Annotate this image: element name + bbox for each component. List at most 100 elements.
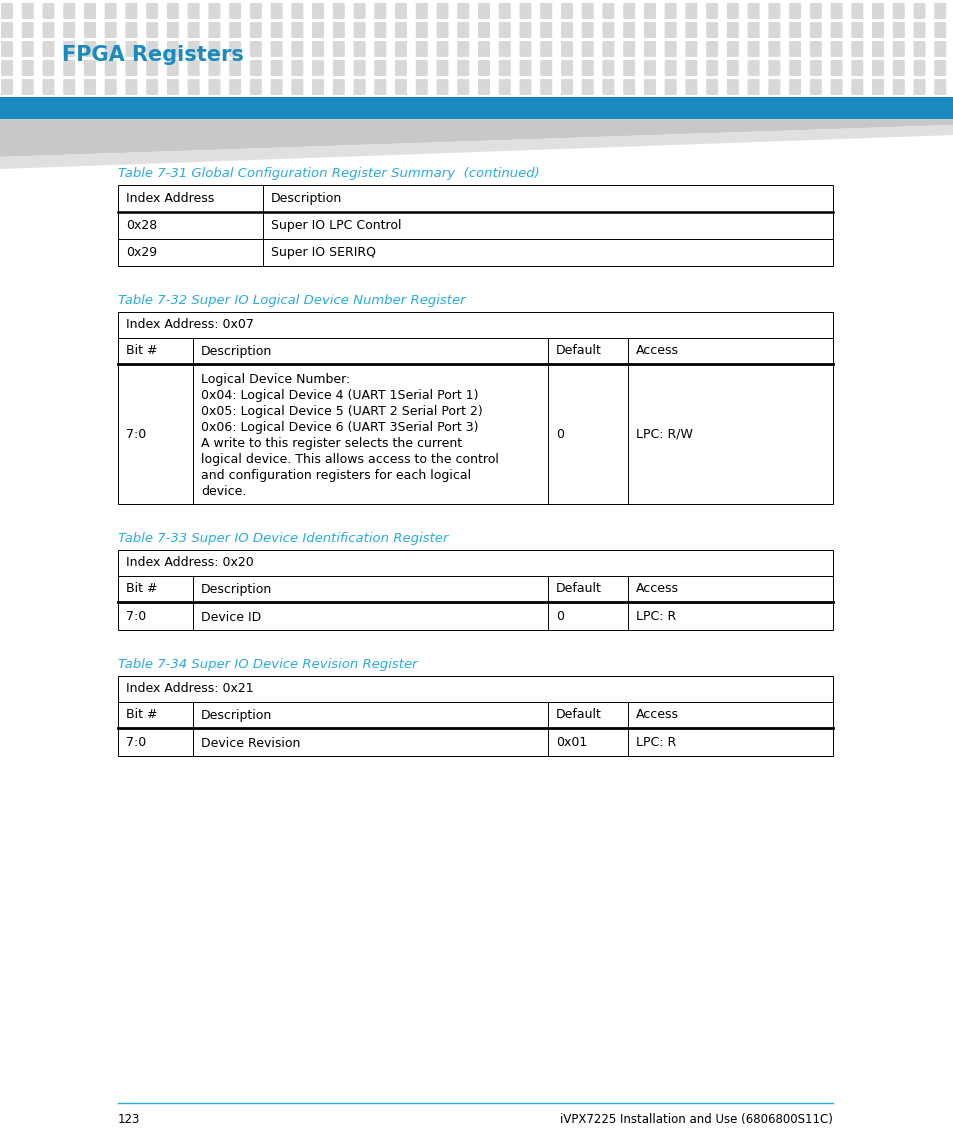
FancyBboxPatch shape bbox=[436, 79, 448, 95]
FancyBboxPatch shape bbox=[726, 3, 738, 19]
Bar bbox=[118, 676, 832, 756]
FancyBboxPatch shape bbox=[850, 22, 862, 38]
FancyBboxPatch shape bbox=[146, 79, 158, 95]
FancyBboxPatch shape bbox=[22, 41, 33, 57]
FancyBboxPatch shape bbox=[788, 22, 801, 38]
FancyBboxPatch shape bbox=[374, 22, 386, 38]
Text: 0: 0 bbox=[556, 609, 563, 623]
FancyBboxPatch shape bbox=[498, 3, 510, 19]
FancyBboxPatch shape bbox=[146, 22, 158, 38]
FancyBboxPatch shape bbox=[788, 3, 801, 19]
FancyBboxPatch shape bbox=[312, 3, 324, 19]
FancyBboxPatch shape bbox=[229, 3, 241, 19]
FancyBboxPatch shape bbox=[830, 41, 841, 57]
FancyBboxPatch shape bbox=[601, 3, 614, 19]
Text: Description: Description bbox=[201, 709, 272, 721]
FancyBboxPatch shape bbox=[705, 60, 718, 76]
Text: Index Address: 0x07: Index Address: 0x07 bbox=[126, 318, 253, 332]
FancyBboxPatch shape bbox=[560, 60, 573, 76]
FancyBboxPatch shape bbox=[125, 22, 137, 38]
FancyBboxPatch shape bbox=[291, 3, 303, 19]
Text: Description: Description bbox=[271, 192, 342, 205]
FancyBboxPatch shape bbox=[456, 22, 469, 38]
FancyBboxPatch shape bbox=[208, 22, 220, 38]
FancyBboxPatch shape bbox=[395, 60, 407, 76]
FancyBboxPatch shape bbox=[933, 79, 945, 95]
FancyBboxPatch shape bbox=[354, 60, 365, 76]
FancyBboxPatch shape bbox=[105, 41, 116, 57]
FancyBboxPatch shape bbox=[291, 41, 303, 57]
FancyBboxPatch shape bbox=[622, 22, 635, 38]
FancyBboxPatch shape bbox=[560, 22, 573, 38]
Text: 0x05: Logical Device 5 (UART 2 Serial Port 2): 0x05: Logical Device 5 (UART 2 Serial Po… bbox=[201, 405, 482, 418]
FancyBboxPatch shape bbox=[809, 60, 821, 76]
FancyBboxPatch shape bbox=[84, 22, 96, 38]
FancyBboxPatch shape bbox=[354, 79, 365, 95]
FancyBboxPatch shape bbox=[374, 79, 386, 95]
Text: 0x01: 0x01 bbox=[556, 735, 587, 749]
FancyBboxPatch shape bbox=[643, 79, 656, 95]
FancyBboxPatch shape bbox=[43, 22, 54, 38]
Text: iVPX7225 Installation and Use (6806800S11C): iVPX7225 Installation and Use (6806800S1… bbox=[559, 1113, 832, 1126]
FancyBboxPatch shape bbox=[705, 79, 718, 95]
FancyBboxPatch shape bbox=[84, 41, 96, 57]
Text: Access: Access bbox=[636, 709, 679, 721]
FancyBboxPatch shape bbox=[664, 60, 676, 76]
FancyBboxPatch shape bbox=[933, 60, 945, 76]
FancyBboxPatch shape bbox=[22, 22, 33, 38]
FancyBboxPatch shape bbox=[333, 41, 344, 57]
FancyBboxPatch shape bbox=[664, 41, 676, 57]
Text: 123: 123 bbox=[118, 1113, 140, 1126]
FancyBboxPatch shape bbox=[271, 79, 282, 95]
FancyBboxPatch shape bbox=[643, 41, 656, 57]
FancyBboxPatch shape bbox=[167, 22, 179, 38]
FancyBboxPatch shape bbox=[581, 22, 593, 38]
Polygon shape bbox=[0, 119, 953, 157]
FancyBboxPatch shape bbox=[913, 22, 924, 38]
FancyBboxPatch shape bbox=[333, 60, 344, 76]
FancyBboxPatch shape bbox=[333, 22, 344, 38]
FancyBboxPatch shape bbox=[22, 60, 33, 76]
FancyBboxPatch shape bbox=[767, 3, 780, 19]
FancyBboxPatch shape bbox=[354, 41, 365, 57]
FancyBboxPatch shape bbox=[395, 79, 407, 95]
FancyBboxPatch shape bbox=[788, 41, 801, 57]
FancyBboxPatch shape bbox=[188, 41, 199, 57]
FancyBboxPatch shape bbox=[63, 79, 75, 95]
FancyBboxPatch shape bbox=[167, 3, 179, 19]
FancyBboxPatch shape bbox=[125, 60, 137, 76]
FancyBboxPatch shape bbox=[684, 60, 697, 76]
FancyBboxPatch shape bbox=[208, 41, 220, 57]
FancyBboxPatch shape bbox=[871, 22, 883, 38]
Text: LPC: R: LPC: R bbox=[636, 735, 676, 749]
FancyBboxPatch shape bbox=[84, 60, 96, 76]
FancyBboxPatch shape bbox=[933, 41, 945, 57]
FancyBboxPatch shape bbox=[892, 22, 903, 38]
FancyBboxPatch shape bbox=[436, 60, 448, 76]
Text: 0x29: 0x29 bbox=[126, 246, 157, 259]
Text: 0x06: Logical Device 6 (UART 3Serial Port 3): 0x06: Logical Device 6 (UART 3Serial Por… bbox=[201, 421, 478, 434]
FancyBboxPatch shape bbox=[22, 79, 33, 95]
FancyBboxPatch shape bbox=[250, 79, 261, 95]
Text: Device ID: Device ID bbox=[201, 611, 261, 624]
FancyBboxPatch shape bbox=[416, 3, 427, 19]
FancyBboxPatch shape bbox=[726, 41, 738, 57]
FancyBboxPatch shape bbox=[519, 22, 531, 38]
FancyBboxPatch shape bbox=[229, 22, 241, 38]
Text: and configuration registers for each logical: and configuration registers for each log… bbox=[201, 469, 471, 482]
FancyBboxPatch shape bbox=[809, 22, 821, 38]
Text: Description: Description bbox=[201, 345, 272, 357]
FancyBboxPatch shape bbox=[188, 3, 199, 19]
FancyBboxPatch shape bbox=[726, 22, 738, 38]
FancyBboxPatch shape bbox=[125, 3, 137, 19]
FancyBboxPatch shape bbox=[1, 22, 13, 38]
Text: Bit #: Bit # bbox=[126, 709, 157, 721]
FancyBboxPatch shape bbox=[456, 3, 469, 19]
FancyBboxPatch shape bbox=[291, 60, 303, 76]
FancyBboxPatch shape bbox=[456, 60, 469, 76]
FancyBboxPatch shape bbox=[747, 41, 759, 57]
FancyBboxPatch shape bbox=[892, 41, 903, 57]
FancyBboxPatch shape bbox=[767, 22, 780, 38]
FancyBboxPatch shape bbox=[622, 60, 635, 76]
FancyBboxPatch shape bbox=[354, 22, 365, 38]
